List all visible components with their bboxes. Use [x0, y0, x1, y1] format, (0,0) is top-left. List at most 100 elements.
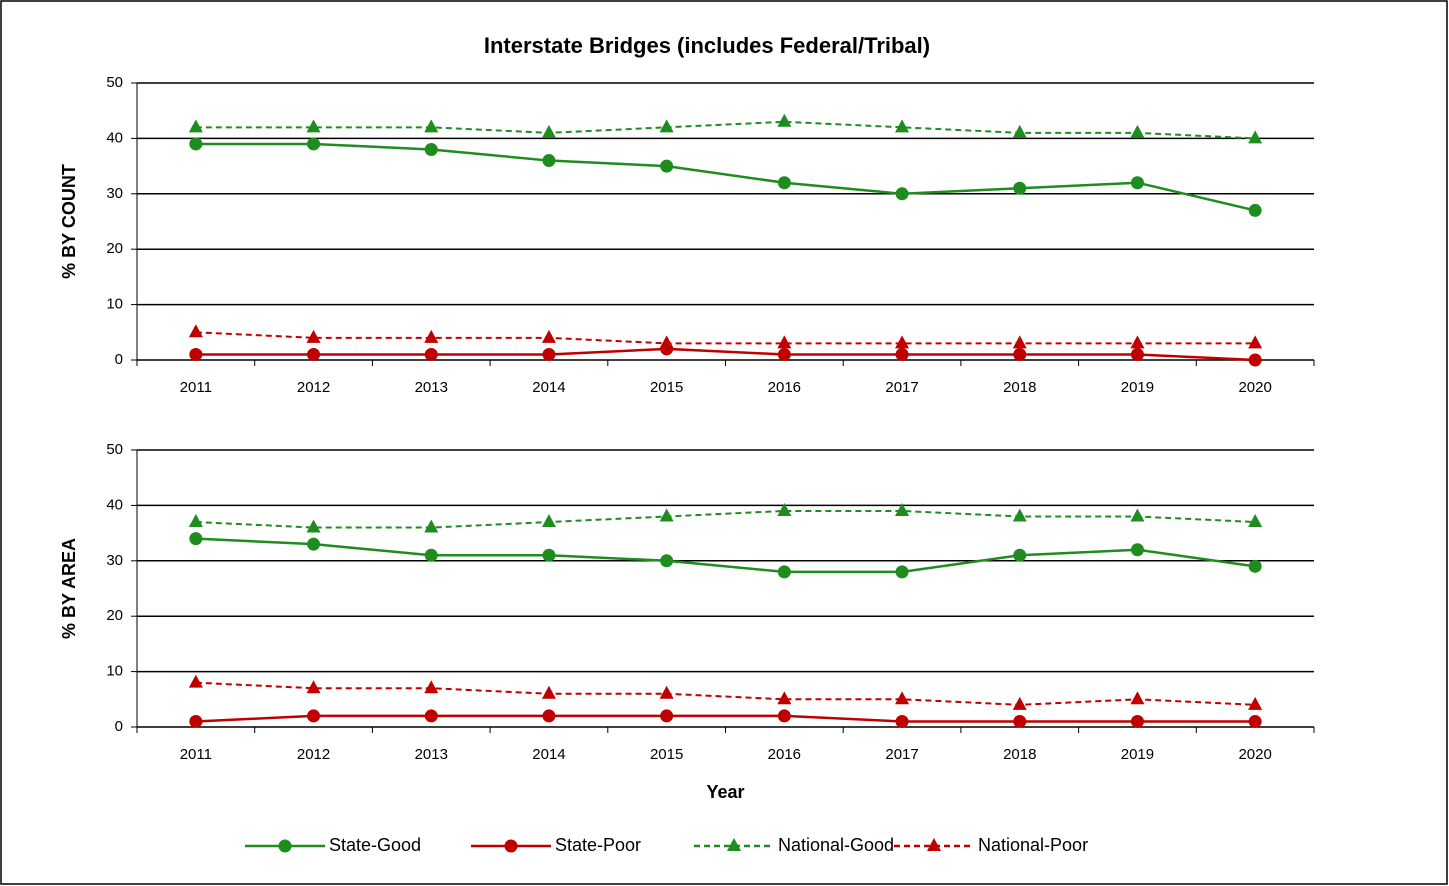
data-point [895, 335, 910, 349]
y-tick-label: 40 [106, 496, 123, 513]
data-point [1130, 714, 1144, 728]
data-point [307, 137, 321, 151]
data-point [1013, 548, 1027, 562]
legend-label: State-Good [329, 835, 421, 855]
x-tick-label: 2018 [1003, 746, 1036, 763]
data-point [189, 532, 203, 546]
data-point [659, 508, 674, 522]
x-tick-label: 2015 [650, 746, 683, 763]
data-point [541, 329, 556, 343]
data-point [424, 119, 439, 133]
y-tick-label: 20 [106, 240, 123, 257]
data-point [777, 502, 792, 516]
data-point [1013, 714, 1027, 728]
data-point [541, 514, 556, 528]
y-tick-label: 50 [106, 441, 123, 458]
y-tick-label: 20 [106, 607, 123, 624]
y-tick-label: 0 [115, 351, 123, 368]
data-point [777, 709, 791, 723]
data-point [306, 329, 321, 343]
data-point [1130, 543, 1144, 557]
data-point [1012, 696, 1027, 710]
x-tick-label: 2019 [1121, 379, 1154, 396]
data-point [777, 347, 791, 361]
y-tick-label: 50 [106, 74, 123, 91]
data-point [188, 674, 203, 688]
data-point [1130, 347, 1144, 361]
data-point [895, 502, 910, 516]
data-point [1248, 714, 1262, 728]
x-tick-label: 2016 [768, 379, 801, 396]
x-tick-label: 2011 [180, 379, 212, 396]
x-tick-label: 2014 [532, 746, 565, 763]
data-point [542, 709, 556, 723]
data-point [424, 709, 438, 723]
data-point [777, 335, 792, 349]
data-point [542, 548, 556, 562]
data-point [660, 159, 674, 173]
series-line [195, 714, 1256, 723]
x-tick-label: 2012 [297, 379, 330, 396]
data-point [660, 709, 674, 723]
data-point [307, 709, 321, 723]
x-tick-label: 2014 [532, 379, 565, 396]
series-line [195, 509, 1256, 529]
legend-marker [278, 839, 292, 853]
data-point [306, 680, 321, 694]
x-tick-label: 2013 [415, 746, 448, 763]
data-point [542, 154, 556, 168]
legend-label: National-Good [778, 835, 894, 855]
legend-label: National-Poor [978, 835, 1088, 855]
data-point [1248, 559, 1262, 573]
data-point [1248, 696, 1263, 710]
x-tick-label: 2020 [1238, 746, 1271, 763]
data-point [1130, 691, 1145, 705]
data-point [1248, 335, 1263, 349]
data-point [895, 565, 909, 579]
data-point [1248, 203, 1262, 217]
data-point [424, 548, 438, 562]
y-tick-label: 0 [115, 718, 123, 735]
data-point [1130, 335, 1145, 349]
data-point [189, 137, 203, 151]
data-point [895, 187, 909, 201]
y-tick-label: 30 [106, 552, 123, 569]
data-point [1248, 353, 1262, 367]
legend-marker [504, 839, 518, 853]
data-point [306, 119, 321, 133]
y-tick-label: 40 [106, 129, 123, 146]
x-tick-label: 2017 [885, 379, 918, 396]
x-tick-label: 2012 [297, 746, 330, 763]
data-point [188, 324, 203, 338]
data-point [1012, 335, 1027, 349]
series-line [195, 347, 1256, 362]
data-point [895, 347, 909, 361]
data-point [424, 142, 438, 156]
data-point [1130, 124, 1145, 138]
data-point [1012, 508, 1027, 522]
data-point [895, 119, 910, 133]
x-tick-label: 2013 [415, 379, 448, 396]
chart-title: Interstate Bridges (includes Federal/Tri… [484, 33, 930, 58]
x-tick-label: 2020 [1238, 379, 1271, 396]
data-point [895, 691, 910, 705]
x-axis-title: Year [706, 782, 744, 802]
data-point [659, 685, 674, 699]
data-point [424, 347, 438, 361]
data-point [895, 714, 909, 728]
y-tick-label: 30 [106, 185, 123, 202]
series-line [195, 120, 1256, 140]
series-line [195, 681, 1256, 706]
data-point [1130, 176, 1144, 190]
data-point [777, 113, 792, 127]
data-point [424, 329, 439, 343]
x-tick-label: 2011 [180, 746, 212, 763]
data-point [1130, 508, 1145, 522]
x-tick-label: 2015 [650, 379, 683, 396]
data-point [541, 124, 556, 138]
data-point [1013, 347, 1027, 361]
x-tick-label: 2017 [885, 746, 918, 763]
y-axis-title: % BY AREA [59, 538, 79, 639]
x-tick-label: 2019 [1121, 746, 1154, 763]
x-tick-label: 2016 [768, 746, 801, 763]
